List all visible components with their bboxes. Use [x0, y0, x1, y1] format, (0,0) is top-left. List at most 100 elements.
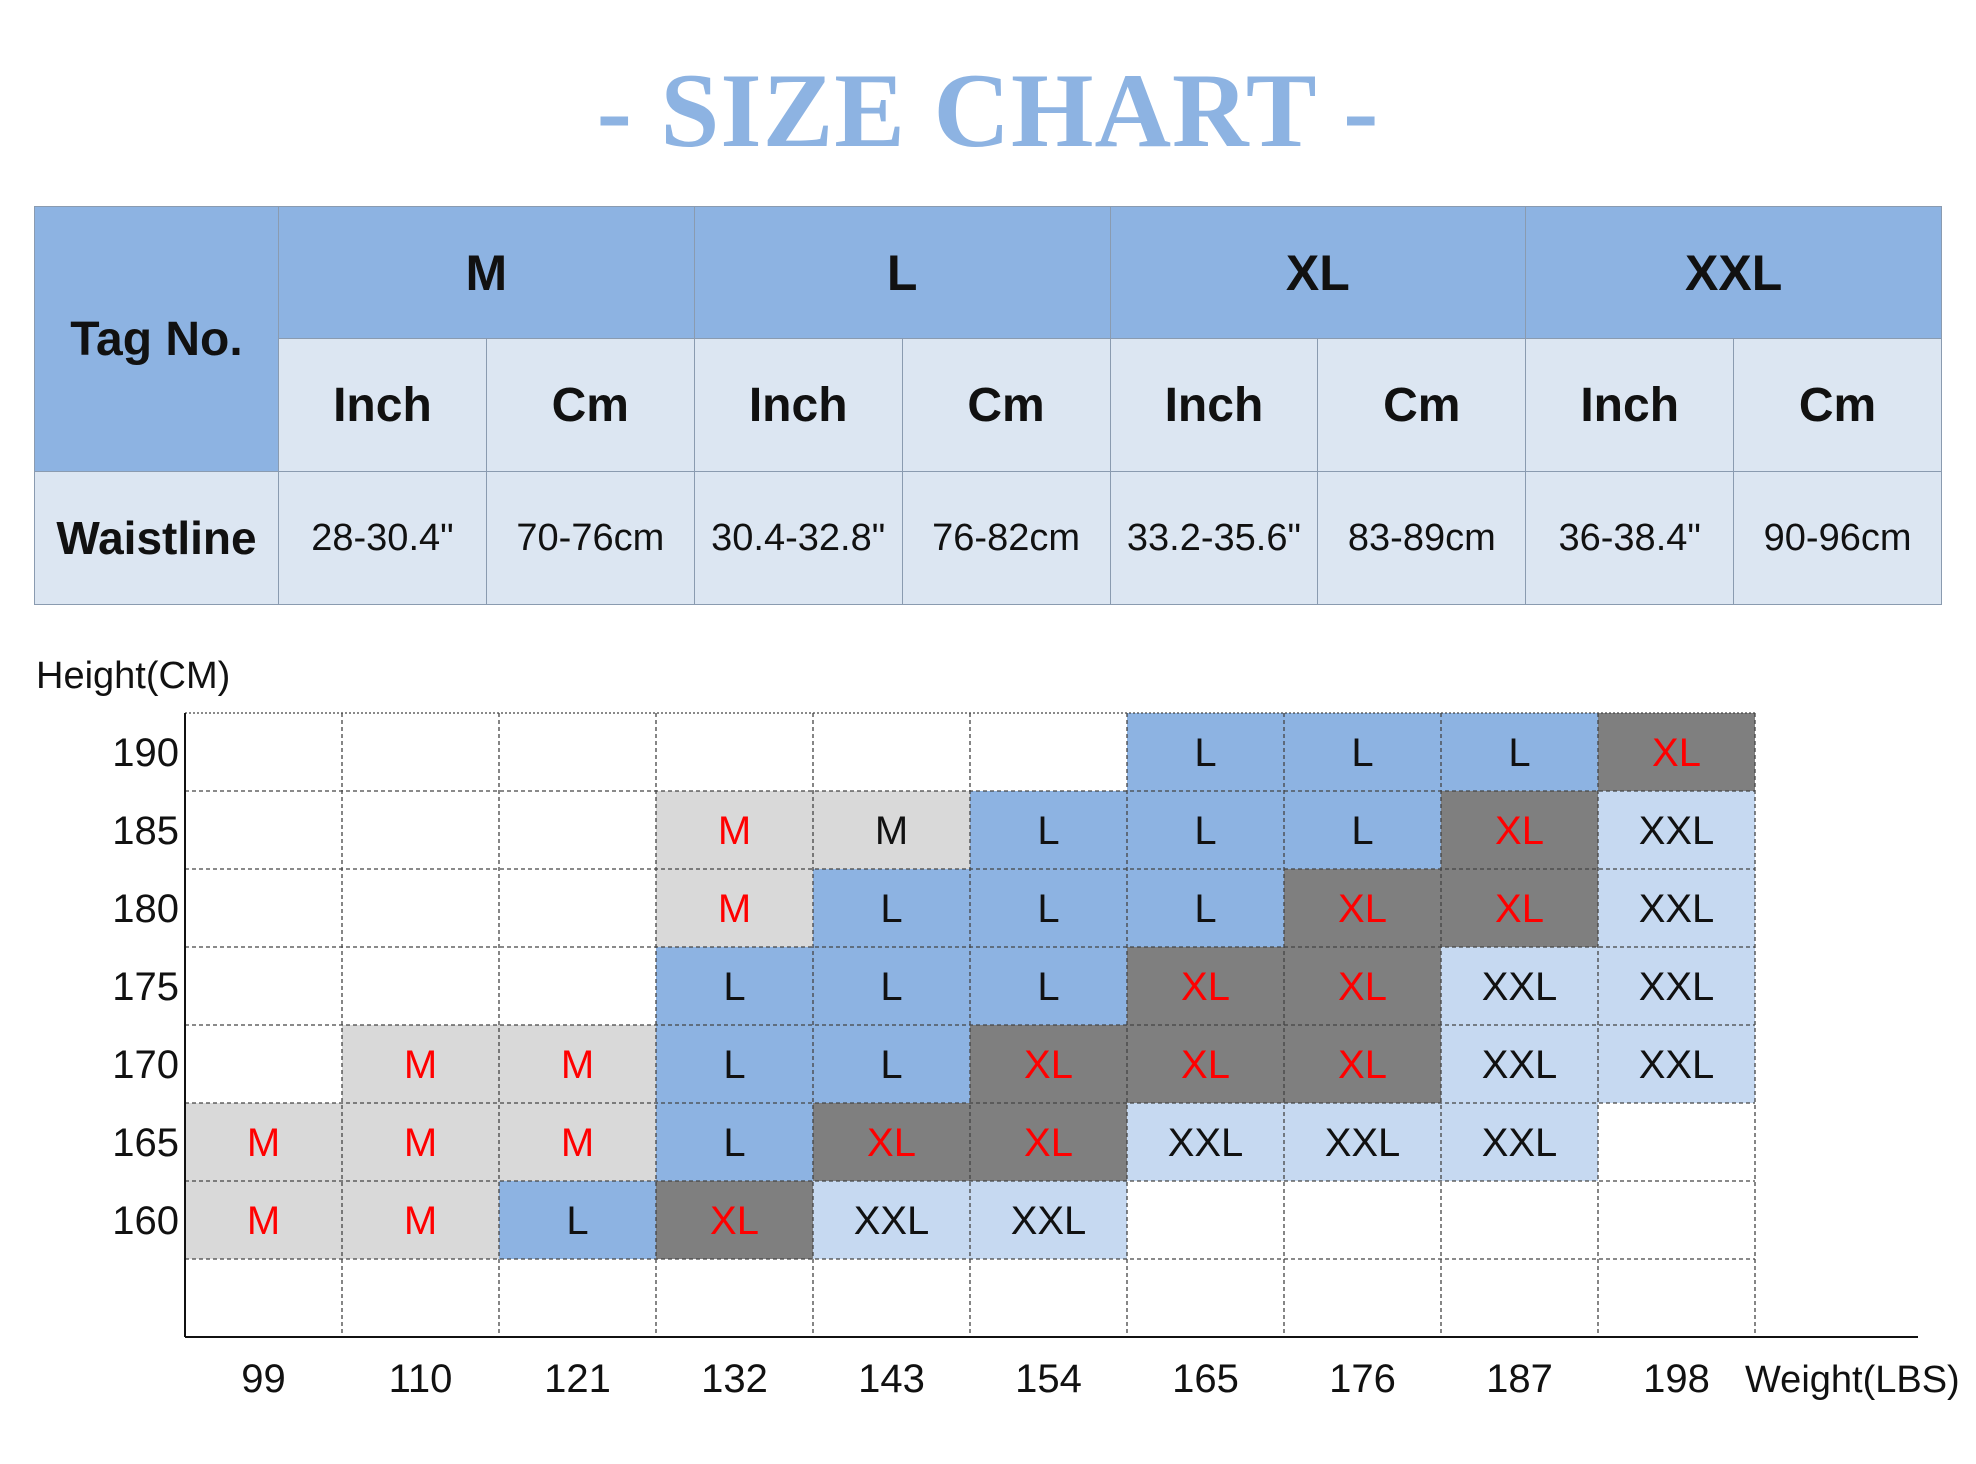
size-cell: [813, 869, 970, 947]
waistline-value: 33.2-35.6": [1109, 471, 1319, 605]
x-axis-label: Weight(LBS): [1745, 1359, 1960, 1401]
size-cell: [1598, 1025, 1755, 1103]
size-header-m: M: [278, 206, 695, 339]
size-cell: [185, 1181, 342, 1259]
size-cell: [1127, 947, 1284, 1025]
size-cell-label: XXL: [1482, 1043, 1558, 1087]
size-cell: [1598, 869, 1755, 947]
size-cell-label: XXL: [1639, 887, 1715, 931]
x-tick-label: 110: [389, 1357, 453, 1401]
unit-header: Cm: [1733, 338, 1942, 472]
size-cell-label: XXL: [1639, 1043, 1715, 1087]
size-cell-label: L: [723, 965, 745, 1009]
x-tick-label: 198: [1643, 1357, 1710, 1401]
size-cell-label: XL: [1495, 809, 1544, 853]
x-tick-label: 143: [858, 1357, 925, 1401]
size-cell: [656, 947, 813, 1025]
size-cell-label: L: [1508, 731, 1530, 775]
waistline-value: 36-38.4": [1525, 471, 1735, 605]
size-cell: [1127, 1025, 1284, 1103]
size-cell: [656, 1103, 813, 1181]
y-axis-label: Height(CM): [36, 655, 230, 697]
waistline-label: Waistline: [34, 471, 279, 605]
size-cell-label: L: [1037, 965, 1059, 1009]
size-cell-label: XL: [1338, 965, 1387, 1009]
size-cell: [656, 1181, 813, 1259]
size-cell-label: L: [1037, 809, 1059, 853]
y-tick-label: 185: [112, 809, 179, 853]
size-cell-label: M: [247, 1121, 280, 1165]
size-cell: [656, 1025, 813, 1103]
size-cell-label: M: [718, 887, 751, 931]
size-cell-label: L: [880, 1043, 902, 1087]
waistline-value: 30.4-32.8": [693, 471, 903, 605]
size-cell: [1284, 791, 1441, 869]
size-cell: [1284, 713, 1441, 791]
size-cell-label: L: [1194, 809, 1216, 853]
size-cell: [970, 1103, 1127, 1181]
page-title: - SIZE CHART -: [596, 52, 1380, 169]
size-cell-label: M: [247, 1199, 280, 1243]
size-cell: [1441, 947, 1598, 1025]
waistline-value: 28-30.4": [278, 471, 487, 605]
size-cell: [1284, 869, 1441, 947]
unit-header: Cm: [901, 338, 1111, 472]
size-cell-label: M: [875, 809, 908, 853]
size-cell: [970, 1181, 1127, 1259]
size-cell-label: L: [566, 1199, 588, 1243]
size-cell-label: XXL: [1325, 1121, 1401, 1165]
size-cell: [656, 869, 813, 947]
size-cell: [1284, 1025, 1441, 1103]
size-cell-label: L: [723, 1121, 745, 1165]
size-cell: [1598, 713, 1755, 791]
x-tick-label: 99: [241, 1357, 286, 1401]
size-cell: [813, 1103, 970, 1181]
size-cell-label: M: [404, 1121, 437, 1165]
size-cell-label: L: [1194, 731, 1216, 775]
unit-header: Cm: [485, 338, 695, 472]
size-cell-label: M: [561, 1043, 594, 1087]
size-cell: [970, 791, 1127, 869]
size-cell-label: XXL: [1482, 965, 1558, 1009]
size-cell-label: L: [1351, 731, 1373, 775]
x-tick-label: 176: [1329, 1357, 1396, 1401]
size-cell-label: M: [404, 1043, 437, 1087]
x-tick-label: 154: [1015, 1357, 1082, 1401]
size-cell-label: XXL: [1639, 809, 1715, 853]
size-cell: [970, 947, 1127, 1025]
size-cell-label: XL: [1338, 887, 1387, 931]
size-header-l: L: [693, 206, 1111, 339]
size-cell-label: XXL: [1168, 1121, 1244, 1165]
size-cell: [1441, 1025, 1598, 1103]
y-tick-label: 180: [112, 887, 179, 931]
size-cell: [1598, 947, 1755, 1025]
size-cell: [1284, 947, 1441, 1025]
size-cell: [970, 1025, 1127, 1103]
size-cell: [1127, 713, 1284, 791]
size-cell: [1127, 1103, 1284, 1181]
size-cell-label: L: [880, 887, 902, 931]
tag-header: Tag No.: [34, 206, 279, 472]
size-cell: [342, 1103, 499, 1181]
size-cell-label: XL: [1181, 1043, 1230, 1087]
size-cell: [813, 947, 970, 1025]
size-cell-label: XL: [867, 1121, 916, 1165]
size-table: Tag No. M L XL XXL Inch Cm Inch Cm Inch …: [34, 206, 1942, 605]
size-cell: [342, 1025, 499, 1103]
size-cell: [813, 1025, 970, 1103]
size-cell-label: XXL: [1011, 1199, 1087, 1243]
x-tick-label: 121: [544, 1357, 611, 1401]
size-cell-label: XL: [1181, 965, 1230, 1009]
size-cell-label: L: [1351, 809, 1373, 853]
size-cell-label: L: [1194, 887, 1216, 931]
size-cell-label: XL: [1338, 1043, 1387, 1087]
unit-header: Inch: [278, 338, 487, 472]
size-cell-label: L: [1037, 887, 1059, 931]
size-cell: [1284, 1103, 1441, 1181]
waistline-value: 76-82cm: [901, 471, 1111, 605]
size-cell-label: M: [561, 1121, 594, 1165]
size-cell: [1441, 791, 1598, 869]
size-cell: [499, 1181, 656, 1259]
size-cell: [1441, 1103, 1598, 1181]
